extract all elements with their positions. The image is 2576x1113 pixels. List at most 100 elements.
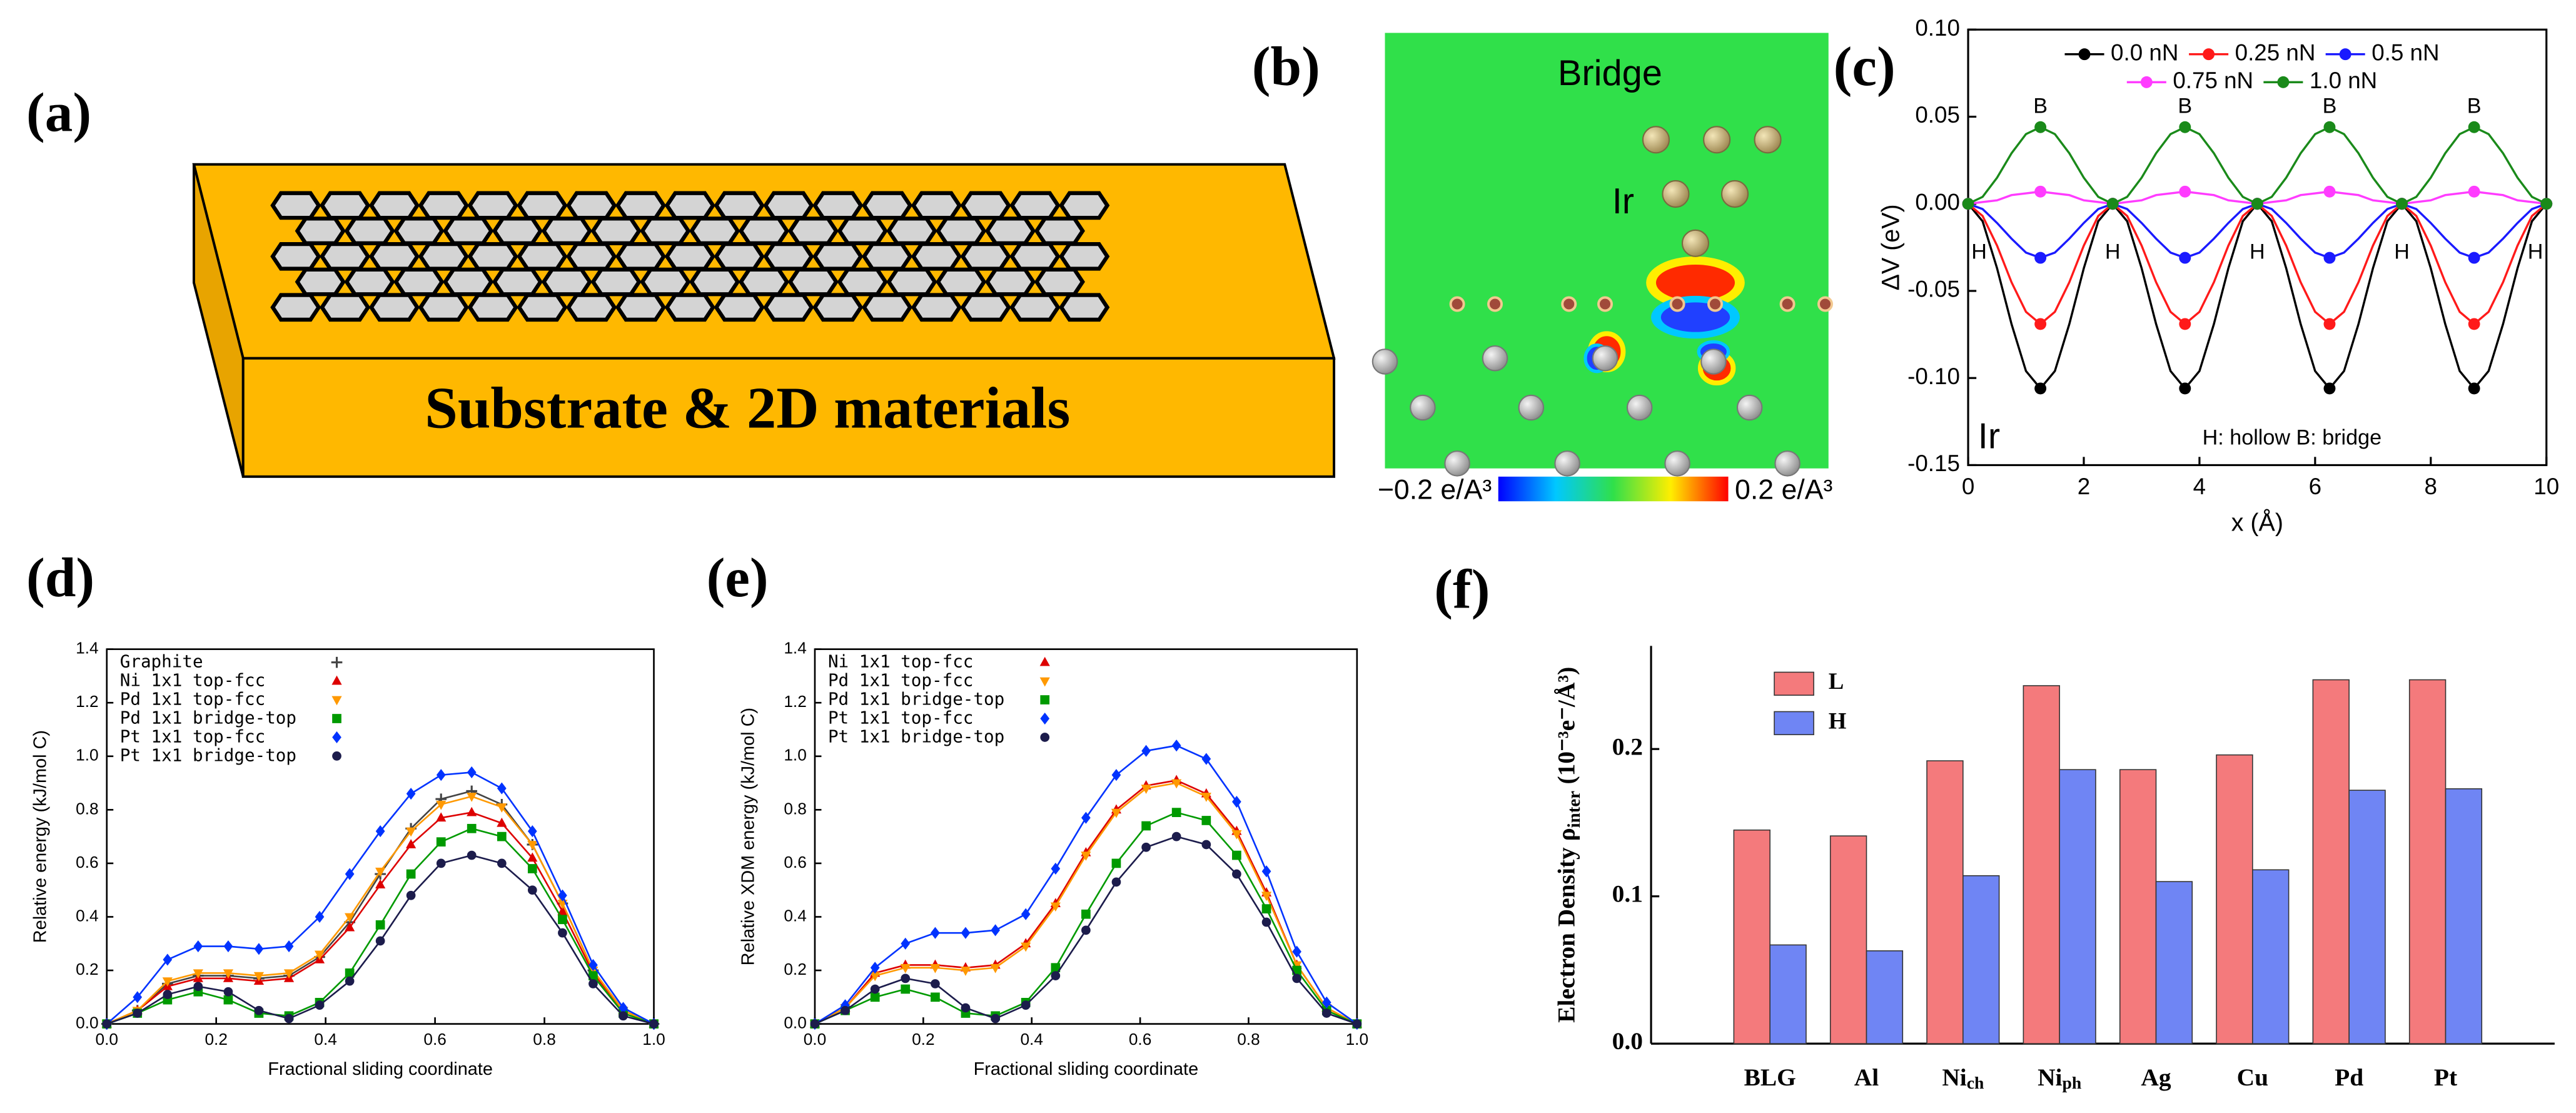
legend-label: 0.0 nN: [2111, 39, 2178, 65]
y-tick-label: -0.10: [1907, 363, 1960, 389]
x-tick-label: 10: [2533, 474, 2559, 499]
marker: [870, 984, 880, 994]
hexagon: [787, 267, 839, 297]
marker: [497, 782, 507, 795]
bar: [1866, 950, 1904, 1044]
y-axis-label: Relative energy (kJ/mol C): [30, 730, 50, 943]
marker: [588, 979, 598, 988]
marker: [2468, 382, 2480, 395]
marker: [1232, 795, 1241, 808]
y-label-unit: (10⁻³e⁻/Å³): [1553, 667, 1580, 785]
marker: [527, 841, 538, 850]
x-tick-label: 0.6: [423, 1030, 447, 1049]
marker: [900, 963, 911, 973]
marker: [1081, 851, 1091, 861]
marker: [1261, 917, 1271, 927]
marker: [331, 656, 343, 668]
marker: [223, 969, 234, 979]
ir-atom: [1662, 180, 1690, 208]
bar: [2155, 881, 2193, 1044]
legend-label: Pd 1x1 top-fcc: [828, 670, 973, 691]
marker: [901, 984, 911, 994]
hexagon: [714, 191, 765, 220]
hexagon: [763, 293, 814, 322]
plot-frame: [1967, 28, 2548, 467]
hexagon: [295, 216, 346, 245]
marker: [2034, 121, 2047, 133]
marker: [163, 990, 173, 999]
marker: [1352, 1019, 1362, 1029]
honeycomb: [270, 191, 1110, 322]
marker: [436, 800, 447, 810]
y-tick-label: 0.8: [784, 799, 807, 818]
bar: [2312, 679, 2350, 1044]
hexagon: [812, 241, 864, 271]
marker: [1021, 942, 1031, 952]
marker: [1231, 830, 1242, 840]
x-tick-label: 0.2: [205, 1030, 228, 1049]
note: H: hollow B: bridge: [2203, 425, 2382, 449]
legend-label: Pt 1x1 bridge-top: [120, 745, 296, 765]
hexagon: [1059, 241, 1110, 271]
x-tick-label: 0.6: [1129, 1030, 1152, 1049]
bar: [2023, 685, 2060, 1044]
marker: [193, 982, 203, 992]
carbon-atom: [1736, 394, 1763, 421]
marker: [345, 976, 355, 986]
marker: [332, 731, 341, 744]
marker: [2034, 252, 2047, 264]
carbon-atom: [1444, 450, 1470, 477]
hexagon: [911, 191, 962, 220]
y-tick-label: 1.4: [784, 639, 807, 658]
marker: [588, 971, 598, 980]
small-atom: [1597, 296, 1613, 312]
marker: [991, 1014, 1000, 1024]
marker: [1081, 925, 1091, 935]
marker: [254, 943, 264, 955]
hexagon: [418, 293, 469, 322]
marker: [1039, 656, 1050, 666]
ir-atom: [1681, 229, 1710, 257]
marker: [527, 852, 538, 862]
hexagon: [1009, 191, 1061, 220]
x-tick-label: Ag: [2141, 1064, 2171, 1091]
carbon-atom: [1626, 394, 1653, 421]
marker: [1141, 745, 1151, 757]
hexagon: [492, 267, 543, 297]
marker: [345, 868, 355, 880]
annotation: B: [2033, 94, 2048, 118]
hexagon: [984, 216, 1036, 245]
marker: [990, 963, 1001, 973]
category-sub: ch: [1967, 1073, 1984, 1092]
marker: [1051, 963, 1061, 973]
hexagon: [393, 216, 445, 245]
marker: [406, 890, 416, 900]
bar: [2252, 869, 2290, 1044]
hexagon: [886, 216, 937, 245]
marker: [375, 920, 385, 930]
y-label-main: Electron Density ρ: [1553, 828, 1580, 1022]
marker: [497, 858, 507, 868]
map-background: [1385, 33, 1829, 469]
marker: [2323, 121, 2336, 133]
small-atom: [1669, 296, 1685, 312]
marker: [2179, 318, 2191, 330]
marker: [1171, 779, 1182, 789]
hexagon: [590, 216, 642, 245]
marker: [527, 825, 537, 838]
marker: [527, 864, 537, 873]
hexagon: [368, 241, 420, 271]
x-tick-label: 0: [1962, 474, 1974, 499]
hexagon: [517, 293, 568, 322]
colorbar: [1498, 476, 1729, 502]
hexagon: [664, 191, 715, 220]
marker: [254, 1005, 264, 1015]
hexagon: [517, 241, 568, 271]
x-tick-label: 0.2: [912, 1030, 935, 1049]
marker: [436, 812, 447, 822]
marker: [314, 950, 325, 960]
marker: [1040, 695, 1050, 704]
marker: [2078, 48, 2091, 61]
y-tick-label: 0.10: [1915, 15, 1960, 41]
small-atom: [1487, 296, 1503, 312]
